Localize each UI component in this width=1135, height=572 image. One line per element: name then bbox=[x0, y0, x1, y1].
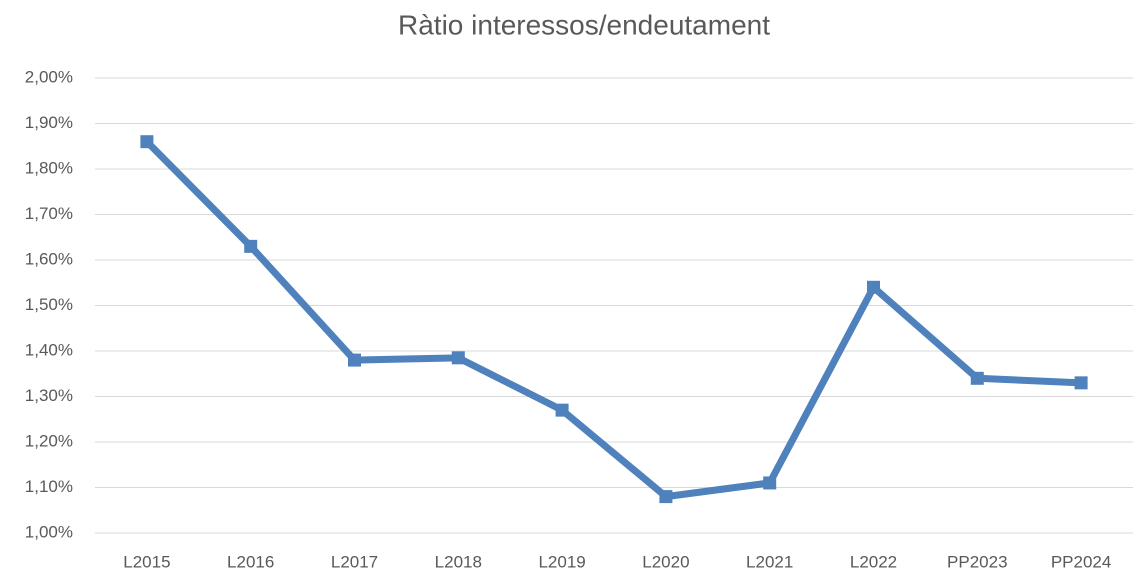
marker bbox=[1074, 376, 1088, 390]
marker bbox=[659, 490, 673, 504]
marker bbox=[244, 239, 258, 253]
y-tick-label: 1,90% bbox=[25, 113, 73, 132]
marker bbox=[451, 351, 465, 365]
x-tick-label: PP2023 bbox=[947, 552, 1008, 571]
y-tick-label: 1,00% bbox=[25, 522, 73, 541]
y-tick-label: 1,30% bbox=[25, 386, 73, 405]
marker bbox=[348, 353, 361, 367]
y-tick-label: 2,00% bbox=[25, 67, 73, 86]
x-tick-label: L2016 bbox=[227, 552, 274, 571]
x-tick-label: L2021 bbox=[746, 552, 793, 571]
x-tick-label: L2019 bbox=[538, 552, 585, 571]
chart-title: Ràtio interessos/endeutament bbox=[398, 9, 770, 40]
y-tick-label: 1,10% bbox=[25, 477, 73, 496]
x-tick-label: L2022 bbox=[850, 552, 897, 571]
marker bbox=[970, 371, 984, 385]
x-tick-label: L2018 bbox=[435, 552, 482, 571]
x-tick-label: L2020 bbox=[642, 552, 689, 571]
marker bbox=[555, 403, 569, 417]
y-tick-label: 1,70% bbox=[25, 204, 73, 223]
y-tick-label: 1,40% bbox=[25, 340, 73, 359]
y-tick-label: 1,50% bbox=[25, 295, 73, 314]
marker bbox=[763, 476, 777, 490]
y-tick-label: 1,20% bbox=[25, 431, 73, 450]
y-tick-label: 1,80% bbox=[25, 158, 73, 177]
y-tick-label: 1,60% bbox=[25, 249, 73, 268]
line-series bbox=[144, 139, 1082, 501]
x-tick-label: PP2024 bbox=[1051, 552, 1112, 571]
x-tick-label: L2015 bbox=[123, 552, 170, 571]
marker bbox=[140, 135, 154, 149]
x-tick-label: L2017 bbox=[331, 552, 378, 571]
marker bbox=[867, 280, 880, 294]
